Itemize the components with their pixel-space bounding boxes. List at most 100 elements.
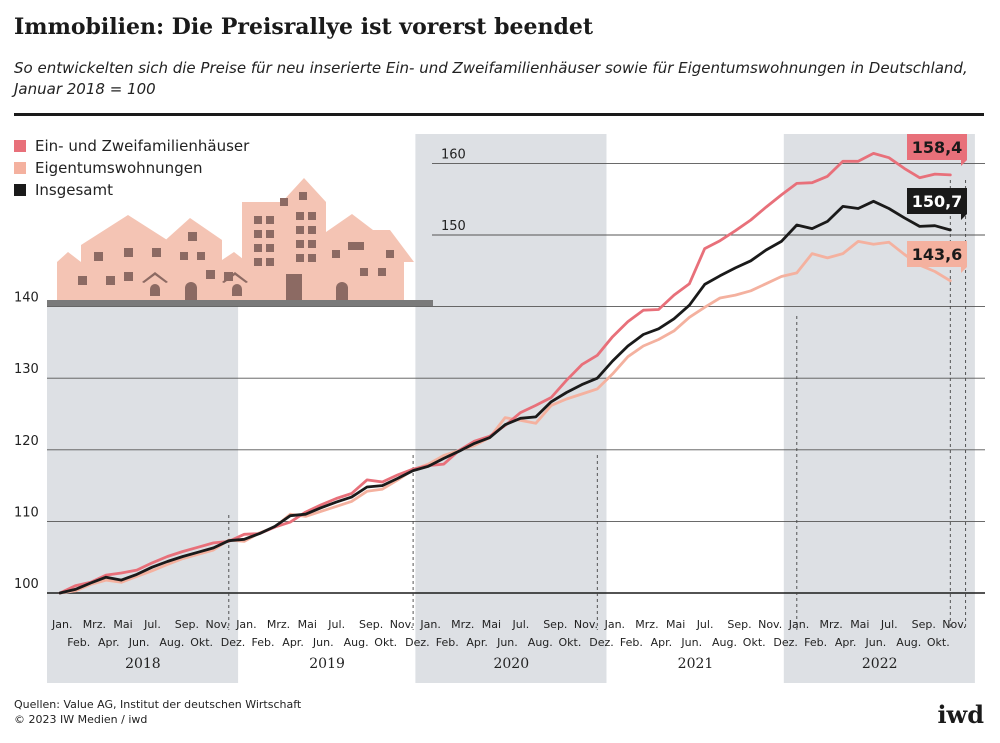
end-labels: 158,4 150,7 143,6 — [907, 134, 967, 273]
x-tick-label: Mai — [666, 618, 685, 631]
x-tick-label: Feb. — [804, 636, 827, 649]
x-tick-label: Nov. — [206, 618, 230, 631]
x-tick-label: Feb. — [620, 636, 643, 649]
x-tick-label: Feb. — [436, 636, 459, 649]
legend-label-total: Insgesamt — [35, 181, 113, 199]
x-tick-label: Apr. — [282, 636, 304, 649]
y-tick-label: 100 — [14, 577, 39, 592]
legend-label-houses: Ein- und Zweifamilienhäuser — [35, 137, 250, 155]
x-tick-label: Jul. — [696, 618, 714, 631]
y-tick-label: 150 — [441, 219, 466, 234]
end-label-total: 150,7 — [907, 188, 967, 220]
x-tick-label: Mrz. — [820, 618, 843, 631]
year-band — [47, 306, 239, 683]
y-tick-label: 130 — [14, 362, 39, 377]
x-axis: Jan. Feb. Mrz. Apr. Mai Jun. Jul. Aug. Sep. Okt. N… — [51, 618, 966, 672]
x-tick-label: Okt. — [743, 636, 766, 649]
x-tick-label: Nov. — [758, 618, 782, 631]
legend-item-apartments: Eigentumswohnungen — [14, 157, 249, 179]
x-tick-label: Jan. — [788, 618, 809, 631]
year-band — [783, 134, 975, 683]
x-tick-label: Jul. — [143, 618, 161, 631]
x-tick-label: Okt. — [190, 636, 213, 649]
x-tick-label: Sep. — [912, 618, 936, 631]
y-tick-label: 140 — [14, 291, 39, 306]
x-tick-label: Mai — [298, 618, 317, 631]
series-lines — [58, 151, 952, 595]
year-label: 2018 — [125, 656, 161, 672]
chart-subtitle: So entwickelten sich die Preise für neu … — [14, 59, 968, 98]
x-tick-label: Sep. — [359, 618, 383, 631]
x-tick-label: Nov. — [942, 618, 966, 631]
line-chart: 100 110 120 130 140 150 160 Jan. Feb. Mrz. Apr. Ma… — [14, 134, 985, 683]
legend-swatch-apartments — [14, 162, 26, 174]
legend-swatch-houses — [14, 140, 26, 152]
x-tick-label: Feb. — [67, 636, 90, 649]
year-band — [415, 134, 607, 683]
year-label: 2020 — [493, 656, 529, 672]
svg-text:150,7: 150,7 — [912, 192, 963, 211]
houses-illustration — [47, 178, 433, 306]
x-tick-label: Dez. — [405, 636, 430, 649]
x-tick-label: Apr. — [98, 636, 120, 649]
house-middle-icon — [160, 218, 222, 300]
x-tick-label: Jan. — [235, 618, 256, 631]
x-tick-label: Aug. — [712, 636, 737, 649]
x-tick-label: Sep. — [175, 618, 199, 631]
x-tick-label: Jun. — [680, 636, 702, 649]
x-tick-label: Jan. — [51, 618, 72, 631]
x-tick-label: Apr. — [835, 636, 857, 649]
x-tick-label: Jun. — [865, 636, 887, 649]
x-tick-label: Mrz. — [451, 618, 474, 631]
x-tick-label: Nov. — [390, 618, 414, 631]
title-rule — [14, 113, 984, 116]
x-tick-label: Dez. — [221, 636, 246, 649]
x-tick-label: Apr. — [466, 636, 488, 649]
legend-label-apartments: Eigentumswohnungen — [35, 159, 203, 177]
x-tick-label: Okt. — [927, 636, 950, 649]
x-tick-label: Okt. — [374, 636, 397, 649]
series-line-total — [58, 199, 952, 595]
series-line-apartments — [58, 239, 952, 595]
x-tick-label: Dez. — [589, 636, 614, 649]
x-tick-label: Jul. — [327, 618, 345, 631]
svg-text:143,6: 143,6 — [912, 245, 963, 264]
x-tick-label: Jun. — [312, 636, 334, 649]
year-label: 2019 — [309, 656, 345, 672]
chart-title: Immobilien: Die Preisrallye ist vorerst … — [14, 14, 594, 40]
x-tick-label: Jul. — [512, 618, 530, 631]
x-tick-label: Aug. — [528, 636, 553, 649]
source-note: Quellen: Value AG, Institut der deutsche… — [14, 698, 302, 711]
end-label-apartments: 143,6 — [907, 241, 967, 273]
x-tick-label: Mai — [482, 618, 501, 631]
x-tick-label: Sep. — [543, 618, 567, 631]
x-tick-label: Mrz. — [267, 618, 290, 631]
x-tick-label: Mai — [113, 618, 132, 631]
svg-text:158,4: 158,4 — [912, 138, 963, 157]
y-tick-label: 110 — [14, 505, 39, 520]
x-tick-label: Jun. — [496, 636, 518, 649]
x-tick-label: Aug. — [159, 636, 184, 649]
house-tall-icon — [242, 178, 326, 300]
x-tick-label: Aug. — [344, 636, 369, 649]
x-tick-label: Dez. — [773, 636, 798, 649]
x-tick-label: Okt. — [559, 636, 582, 649]
legend-item-houses: Ein- und Zweifamilienhäuser — [14, 135, 249, 157]
x-tick-label: Jun. — [128, 636, 150, 649]
x-tick-label: Jan. — [604, 618, 625, 631]
x-tick-label: Jan. — [419, 618, 440, 631]
house-right-icon — [315, 214, 414, 300]
x-tick-label: Mrz. — [635, 618, 658, 631]
footer: Quellen: Value AG, Institut der deutsche… — [14, 697, 301, 727]
house-windows — [78, 192, 394, 300]
year-label: 2022 — [862, 656, 898, 672]
copyright-note: © 2023 IW Medien / iwd — [14, 713, 148, 726]
x-tick-label: Aug. — [896, 636, 921, 649]
x-tick-label: Sep. — [727, 618, 751, 631]
x-tick-label: Jul. — [880, 618, 898, 631]
x-tick-label: Apr. — [651, 636, 673, 649]
iwd-logo: iwd — [937, 700, 984, 729]
x-tick-label: Mai — [850, 618, 869, 631]
x-tick-label: Feb. — [252, 636, 275, 649]
x-tick-label: Nov. — [574, 618, 598, 631]
